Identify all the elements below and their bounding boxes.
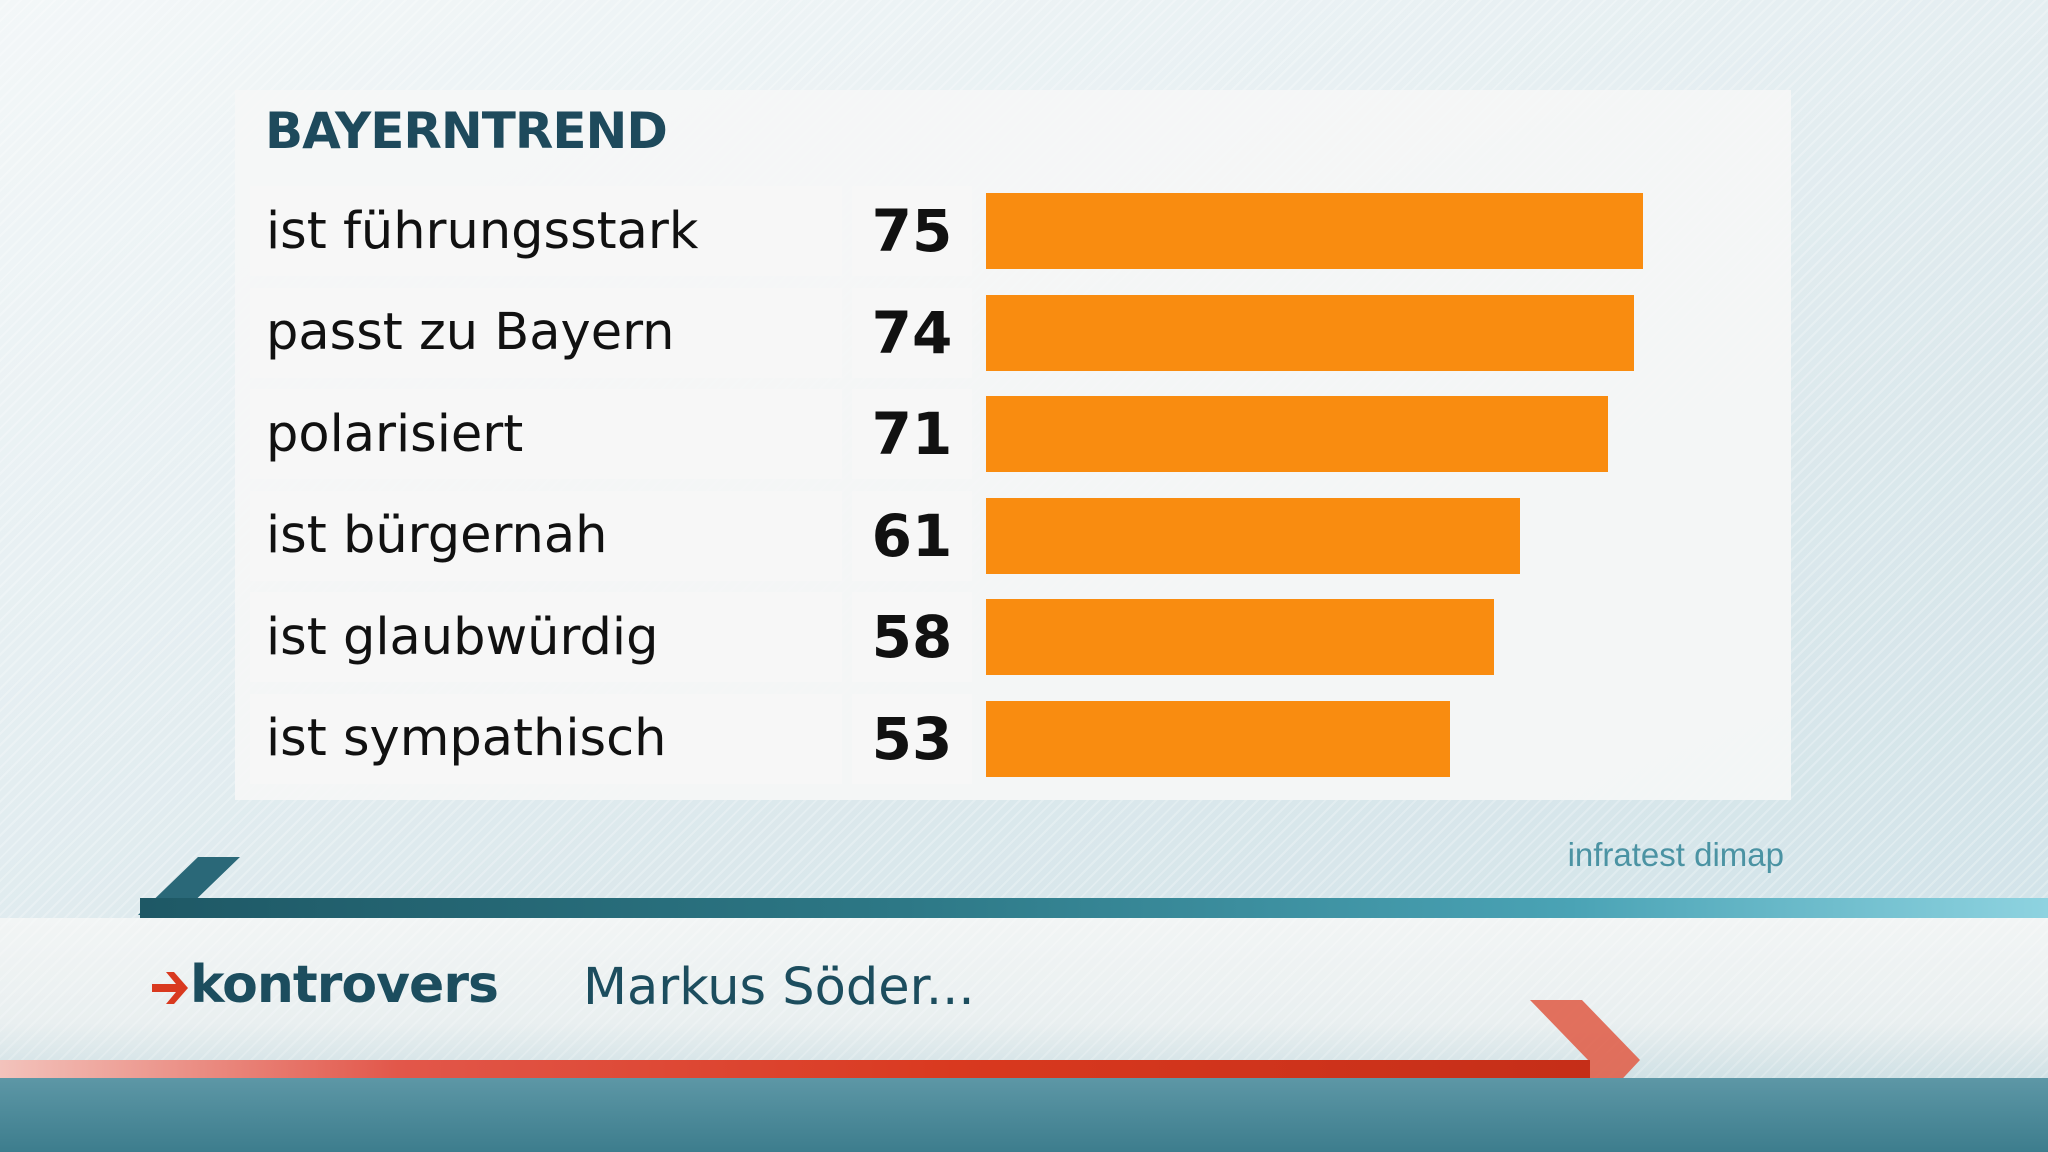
source-credit: infratest dimap bbox=[1567, 836, 1784, 873]
value-label: 71 bbox=[852, 389, 972, 479]
brand-arrow-icon bbox=[152, 972, 188, 1004]
bar bbox=[986, 396, 1608, 472]
bar-row: ist glaubwürdig 58 bbox=[250, 592, 1760, 682]
topic-title: Markus Söder... bbox=[583, 958, 975, 1017]
category-label: ist sympathisch bbox=[250, 693, 842, 784]
bar bbox=[986, 193, 1643, 269]
category-label: passt zu Bayern bbox=[250, 287, 842, 378]
bar bbox=[986, 497, 1521, 574]
value-label: 75 bbox=[852, 186, 972, 276]
bar-row: ist sympathisch 53 bbox=[250, 693, 1760, 784]
category-label: ist führungsstark bbox=[250, 186, 842, 276]
category-label: polarisiert bbox=[250, 389, 842, 479]
bottom-band bbox=[0, 1078, 2048, 1152]
category-label: ist glaubwürdig bbox=[250, 592, 842, 682]
brand-logo: kontrovers bbox=[190, 955, 499, 1015]
value-label: 61 bbox=[852, 490, 972, 581]
bar-row: polarisiert 71 bbox=[250, 389, 1760, 479]
chart-title: BAYERNTREND bbox=[265, 102, 668, 160]
red-band bbox=[0, 1060, 1590, 1078]
bar bbox=[986, 700, 1451, 777]
teal-band bbox=[140, 898, 2048, 918]
value-label: 53 bbox=[852, 693, 972, 784]
bar bbox=[986, 599, 1495, 675]
bar-row: ist führungsstark 75 bbox=[250, 186, 1760, 276]
value-label: 74 bbox=[852, 287, 972, 378]
value-label: 58 bbox=[852, 592, 972, 682]
category-label: ist bürgernah bbox=[250, 490, 842, 581]
bar-row: passt zu Bayern 74 bbox=[250, 287, 1760, 378]
bar-row: ist bürgernah 61 bbox=[250, 490, 1760, 581]
bar bbox=[986, 294, 1635, 371]
